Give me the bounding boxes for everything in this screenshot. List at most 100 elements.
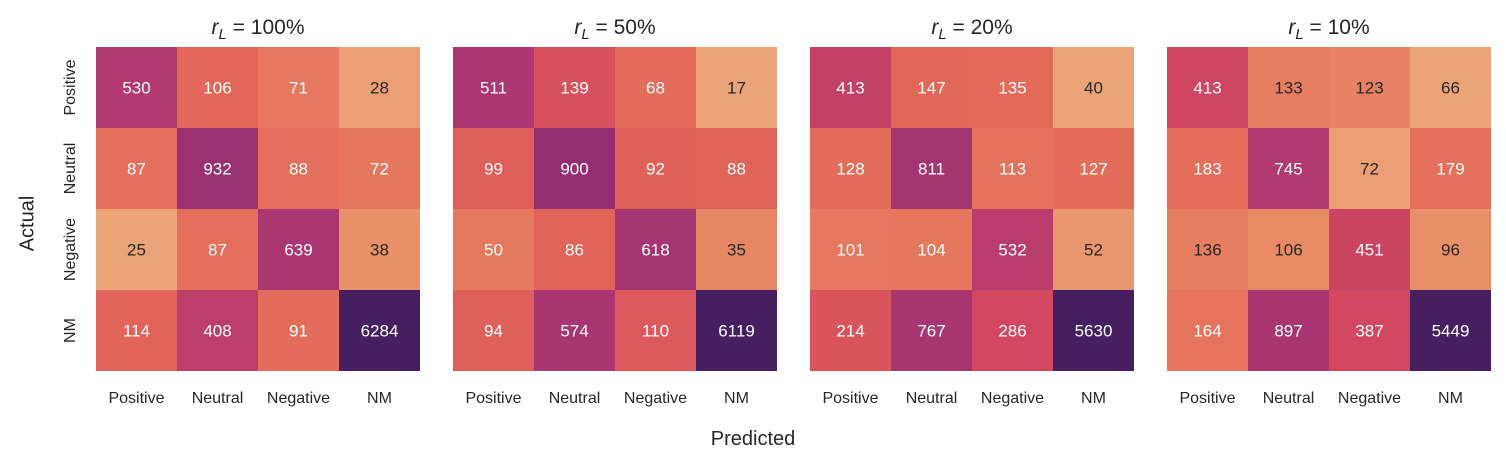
x-tick-label: NM bbox=[1438, 390, 1463, 407]
panel-title: rL = 20% bbox=[931, 16, 1012, 43]
cell-value-label: 574 bbox=[560, 322, 588, 341]
cell-value-label: 101 bbox=[836, 241, 864, 260]
heatmap-cell bbox=[1248, 128, 1329, 209]
x-tick-label: Positive bbox=[822, 390, 878, 407]
cell-value-label: 618 bbox=[641, 241, 669, 260]
heatmap-cell bbox=[1410, 128, 1491, 209]
x-tick-label: Positive bbox=[108, 390, 164, 407]
heatmap-panel-1: 530 106 71 28 87 932 88 72 25 87 639 38 114 408 91 6284… bbox=[62, 16, 420, 407]
cell-value-label: 745 bbox=[1274, 160, 1302, 179]
heatmap-cell bbox=[1329, 209, 1410, 290]
heatmap-cell bbox=[339, 209, 420, 290]
cell-value-label: 96 bbox=[1441, 241, 1460, 260]
heatmap-cell bbox=[891, 128, 972, 209]
x-tick-label: NM bbox=[1081, 390, 1106, 407]
heatmap-cell bbox=[891, 47, 972, 128]
heatmap-cell bbox=[1248, 209, 1329, 290]
heatmap-cell bbox=[1248, 290, 1329, 371]
heatmap-cell bbox=[810, 47, 891, 128]
heatmap-cell bbox=[1053, 47, 1134, 128]
heatmap-cell bbox=[96, 290, 177, 371]
heatmap-cell bbox=[339, 128, 420, 209]
cell-value-label: 66 bbox=[1441, 79, 1460, 98]
y-tick-label: Negative bbox=[62, 218, 79, 281]
cell-value-label: 183 bbox=[1193, 160, 1221, 179]
cell-value-label: 25 bbox=[127, 241, 146, 260]
cell-value-label: 50 bbox=[484, 241, 503, 260]
cell-value-label: 127 bbox=[1079, 160, 1107, 179]
heatmap-cell bbox=[96, 209, 177, 290]
heatmap-cell bbox=[615, 209, 696, 290]
cell-value-label: 408 bbox=[203, 322, 231, 341]
cell-value-label: 40 bbox=[1084, 79, 1103, 98]
heatmap-cell bbox=[177, 128, 258, 209]
heatmap-cell bbox=[1167, 128, 1248, 209]
heatmap-cell bbox=[258, 128, 339, 209]
cell-value-label: 164 bbox=[1193, 322, 1221, 341]
cell-value-label: 106 bbox=[1274, 241, 1302, 260]
cell-value-label: 897 bbox=[1274, 322, 1302, 341]
heatmap-cell bbox=[972, 209, 1053, 290]
cell-value-label: 413 bbox=[836, 79, 864, 98]
cell-value-label: 87 bbox=[208, 241, 227, 260]
cell-value-label: 136 bbox=[1193, 241, 1221, 260]
heatmap-cell bbox=[258, 47, 339, 128]
cell-value-label: 5449 bbox=[1432, 322, 1470, 341]
cell-value-label: 139 bbox=[560, 79, 588, 98]
heatmap-cell bbox=[1410, 290, 1491, 371]
heatmap-cell bbox=[891, 290, 972, 371]
x-tick-label: NM bbox=[367, 390, 392, 407]
panel-title: rL = 100% bbox=[212, 16, 305, 43]
y-axis-title: Actual bbox=[16, 195, 39, 252]
heatmap-cell bbox=[534, 128, 615, 209]
heatmap-cell bbox=[177, 47, 258, 128]
heatmap-cell bbox=[891, 209, 972, 290]
cell-value-label: 35 bbox=[727, 241, 746, 260]
heatmap-cell bbox=[1167, 290, 1248, 371]
heatmap-cell bbox=[1053, 209, 1134, 290]
heatmap-cell bbox=[534, 47, 615, 128]
heatmap-cell bbox=[453, 209, 534, 290]
heatmap-cell bbox=[1053, 128, 1134, 209]
cell-value-label: 106 bbox=[203, 79, 231, 98]
cell-value-label: 68 bbox=[646, 79, 665, 98]
heatmap-cell bbox=[1248, 47, 1329, 128]
cell-value-label: 147 bbox=[917, 79, 945, 98]
heatmap-cell bbox=[615, 47, 696, 128]
cell-value-label: 179 bbox=[1436, 160, 1464, 179]
cell-value-label: 639 bbox=[284, 241, 312, 260]
cell-value-label: 38 bbox=[370, 241, 389, 260]
cell-value-label: 413 bbox=[1193, 79, 1221, 98]
cell-value-label: 811 bbox=[918, 160, 945, 179]
cell-value-label: 87 bbox=[127, 160, 146, 179]
cell-value-label: 900 bbox=[560, 160, 588, 179]
cell-value-label: 72 bbox=[1360, 160, 1379, 179]
cell-value-label: 932 bbox=[203, 160, 231, 179]
heatmap-cell bbox=[453, 47, 534, 128]
heatmap-cell bbox=[258, 209, 339, 290]
heatmap-cell bbox=[972, 47, 1053, 128]
cell-value-label: 511 bbox=[480, 79, 507, 98]
x-tick-label: Negative bbox=[981, 390, 1044, 407]
heatmap-cell bbox=[177, 290, 258, 371]
heatmap-cell bbox=[810, 209, 891, 290]
cell-value-label: 532 bbox=[998, 241, 1026, 260]
x-tick-label: NM bbox=[724, 390, 749, 407]
cell-value-label: 387 bbox=[1355, 322, 1383, 341]
heatmap-cell bbox=[339, 47, 420, 128]
x-tick-label: Neutral bbox=[192, 390, 244, 407]
heatmap-panel-4: 413 133 123 66 183 745 72 179 136 106 451 96 164 897 3… bbox=[1167, 16, 1491, 407]
cell-value-label: 52 bbox=[1084, 241, 1103, 260]
heatmap-cell bbox=[339, 290, 420, 371]
heatmap-panel-2: 511 139 68 17 99 900 92 88 50 86 618 35 94 574 110 6119… bbox=[453, 16, 777, 407]
cell-value-label: 114 bbox=[123, 322, 150, 341]
panel-title: rL = 50% bbox=[574, 16, 655, 43]
y-tick-label: Neutral bbox=[62, 143, 79, 195]
cell-value-label: 530 bbox=[122, 79, 150, 98]
heatmap-cell bbox=[1053, 290, 1134, 371]
cell-value-label: 99 bbox=[484, 160, 503, 179]
x-tick-label: Neutral bbox=[906, 390, 958, 407]
heatmap-cell bbox=[696, 128, 777, 209]
x-axis-title: Predicted bbox=[710, 428, 796, 450]
